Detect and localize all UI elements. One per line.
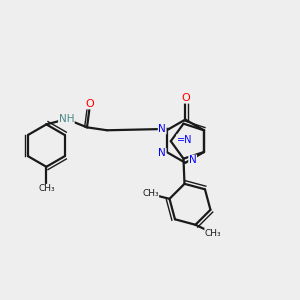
Text: CH₃: CH₃ [38, 184, 55, 194]
Text: =N: =N [177, 135, 192, 145]
Text: CH₃: CH₃ [205, 229, 221, 238]
Text: N: N [158, 124, 166, 134]
Text: N: N [189, 155, 196, 165]
Text: O: O [85, 99, 94, 109]
Text: NH: NH [58, 114, 74, 124]
Text: CH₃: CH₃ [142, 189, 159, 198]
Text: N: N [158, 148, 166, 158]
Text: O: O [181, 93, 190, 103]
